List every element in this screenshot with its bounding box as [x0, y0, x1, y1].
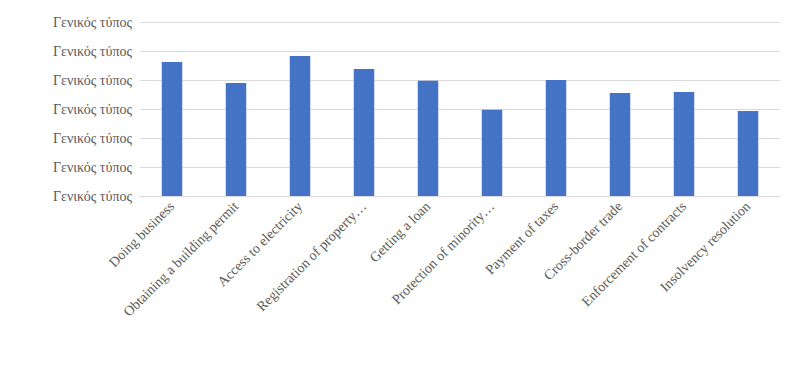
svg-text:Cross-border trade: Cross-border trade [540, 198, 626, 284]
svg-text:Enforcement of contracts: Enforcement of contracts [579, 199, 690, 310]
svg-text:Getting a loan: Getting a loan [367, 199, 434, 266]
svg-text:Protection of minority…: Protection of minority… [389, 199, 497, 307]
svg-text:Γενικός τύπος: Γενικός τύπος [53, 44, 132, 59]
svg-text:Obtaining a building permit: Obtaining a building permit [121, 199, 242, 320]
svg-text:Registration of property…: Registration of property… [254, 199, 370, 315]
svg-text:Insolvency resolution: Insolvency resolution [657, 199, 753, 295]
svg-text:Payment of taxes: Payment of taxes [482, 198, 562, 278]
svg-text:Doing business: Doing business [106, 199, 177, 270]
svg-text:Γενικός τύπος: Γενικός τύπος [53, 131, 132, 146]
svg-text:Γενικός τύπος: Γενικός τύπος [53, 15, 132, 30]
svg-text:Γενικός τύπος: Γενικός τύπος [53, 189, 132, 204]
svg-text:Γενικός τύπος: Γενικός τύπος [53, 160, 132, 175]
svg-text:Access to electricity: Access to electricity [214, 198, 306, 290]
svg-text:Γενικός τύπος: Γενικός τύπος [53, 102, 132, 117]
svg-text:Γενικός τύπος: Γενικός τύπος [53, 73, 132, 88]
